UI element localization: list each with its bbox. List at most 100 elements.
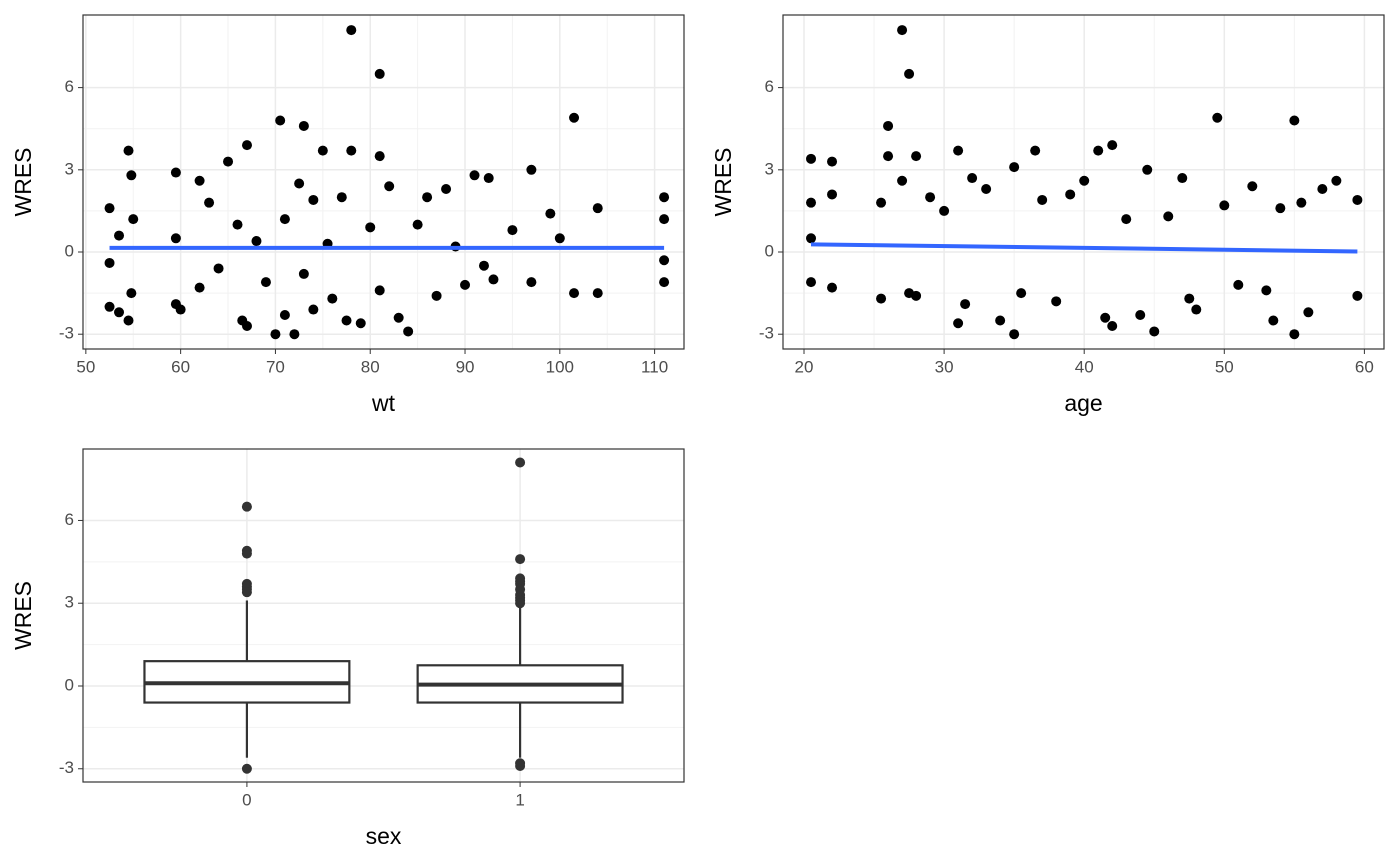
panel-border [82,448,685,783]
point [279,214,290,225]
outlier [515,760,526,771]
point [104,301,115,312]
point [876,197,887,208]
point [123,145,134,156]
point [374,68,385,79]
point [289,329,300,340]
point [104,257,115,268]
point [308,194,319,205]
point [232,219,243,230]
point [526,277,537,288]
point [298,268,309,279]
x-tick-label: 90 [456,357,475,376]
point [1009,329,1020,340]
point [123,315,134,326]
point [1009,162,1020,173]
point [904,68,915,79]
x-axis-title: age [1064,390,1102,416]
point [365,222,376,233]
point [308,304,319,315]
point [1303,307,1314,318]
y-tick-label: 6 [765,77,774,96]
point [883,151,894,162]
point [953,318,964,329]
point [827,282,838,293]
point [412,219,423,230]
point [170,233,181,244]
point [1037,194,1048,205]
y-tick-label: -3 [59,324,74,343]
point [1163,211,1174,222]
point [1142,164,1153,175]
point [1030,145,1041,156]
point [478,260,489,271]
point [981,183,992,194]
point [327,293,338,304]
x-tick-label: 50 [76,357,95,376]
point [194,282,205,293]
point [104,203,115,214]
point [554,233,565,244]
point [995,315,1006,326]
point [1289,115,1300,126]
point [241,140,252,151]
point [1100,312,1111,323]
panel-border [782,14,1385,350]
point [1352,290,1363,301]
point [483,173,494,184]
point [1149,326,1160,337]
point [659,192,670,203]
y-tick-label: 0 [765,241,774,260]
point [275,115,286,126]
point [545,208,556,219]
point [569,112,580,123]
point [827,156,838,167]
point [1051,296,1062,307]
point [1121,214,1132,225]
point [126,170,137,181]
y-tick-label: 0 [65,241,74,260]
point [953,145,964,156]
outlier [241,763,252,774]
point [1289,329,1300,340]
point [355,318,366,329]
outlier [241,501,252,512]
point [374,151,385,162]
y-tick-label: -3 [759,324,774,343]
point [876,293,887,304]
point [298,120,309,131]
outlier [515,554,526,565]
point [827,189,838,200]
point [204,197,215,208]
point [346,25,357,36]
point [270,329,281,340]
x-tick-label: 110 [641,357,668,376]
outlier [241,587,252,598]
point [341,315,352,326]
point [241,320,252,331]
trend-line [810,242,1358,254]
y-tick-label: 6 [65,77,74,96]
y-tick-label: 3 [765,159,774,178]
plot-background [83,449,684,782]
point [1233,279,1244,290]
point [659,255,670,266]
x-tick-label: 80 [361,357,380,376]
point [897,25,908,36]
point [374,285,385,296]
panel: -3 0 3 6 0 1 sex WRES [10,448,685,849]
point [960,299,971,310]
point [1268,315,1279,326]
x-axis-title: wt [371,390,396,416]
outlier [515,598,526,609]
point [317,145,328,156]
point [1331,175,1342,186]
point [1317,183,1328,194]
point [403,326,414,337]
point [422,192,433,203]
point [883,120,894,131]
point [1079,175,1090,186]
x-tick-label: 60 [1355,357,1374,376]
